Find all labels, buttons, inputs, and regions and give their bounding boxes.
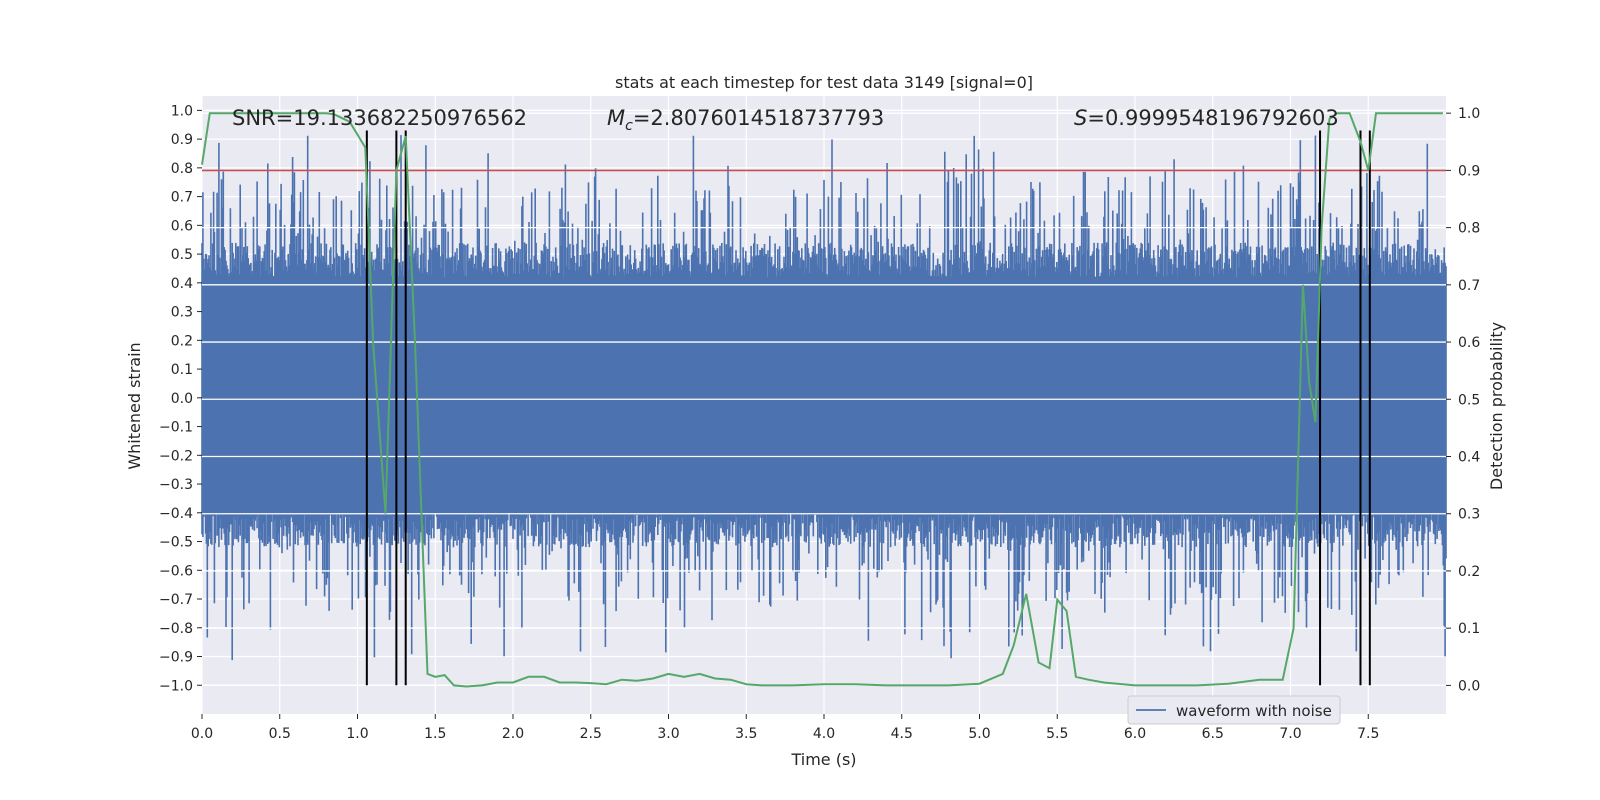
x-tick-label: 7.5 (1357, 726, 1379, 742)
legend: waveform with noise (1127, 695, 1341, 725)
y-tick-label: 0.4 (171, 276, 193, 292)
y2-tick-label: 0.1 (1458, 621, 1480, 637)
score-value: =0.9999548196792603 (1087, 106, 1338, 130)
y-tick-label: −0.2 (159, 448, 193, 464)
legend-box (1127, 695, 1341, 725)
y2-tick-label: 0.6 (1458, 335, 1480, 351)
legend-waveform-label: waveform with noise (1176, 702, 1332, 720)
y2-axis-label: Detection probability (1487, 322, 1506, 490)
snr-annotation: SNR=19.133682250976562 (232, 106, 527, 130)
x-tick-label: 4.5 (891, 726, 913, 742)
y-tick-label: 0.0 (171, 391, 193, 407)
chirp-mass-symbol: M (607, 106, 625, 130)
chart-title: stats at each timestep for test data 314… (615, 73, 1033, 92)
probability-line (201, 112, 1443, 688)
x-tick-label: 1.5 (424, 726, 446, 742)
y2-tick-label: 0.2 (1458, 564, 1480, 580)
y-tick-label: 0.6 (171, 218, 193, 234)
x-tick-label: 5.5 (1046, 726, 1068, 742)
x-tick-label: 5.0 (968, 726, 990, 742)
chirp-mass-value: =2.8076014518737793 (633, 106, 884, 130)
score-annotation: S=0.9999548196792603 (1074, 106, 1339, 130)
y-tick-label: 0.3 (171, 305, 193, 321)
y-axis-label: Whitened strain (125, 342, 144, 469)
x-tick-label: 0.5 (269, 726, 291, 742)
y-tick-label: 0.5 (171, 247, 193, 263)
y-tick-label: −0.6 (159, 563, 193, 579)
waveform-series (201, 135, 1447, 661)
x-tick-label: 2.0 (502, 726, 524, 742)
y2-tick-label: 0.5 (1458, 392, 1480, 408)
x-tick-label: 6.5 (1202, 726, 1224, 742)
x-tick-label: 1.0 (346, 726, 368, 742)
y-tick-label: −0.9 (159, 650, 193, 666)
y2-tick-label: 0.7 (1458, 278, 1480, 294)
y-tick-label: 1.0 (171, 103, 193, 119)
x-tick-label: 3.0 (657, 726, 679, 742)
x-tick-label: 0.0 (191, 726, 213, 742)
y-tick-label: 0.8 (171, 161, 193, 177)
y-tick-label: −0.5 (159, 535, 193, 551)
chirp-mass-annotation: Mc=2.8076014518737793 (607, 106, 884, 134)
waveform-core (202, 294, 1446, 496)
y-tick-label: 0.2 (171, 333, 193, 349)
y-tick-label: 0.9 (171, 132, 193, 148)
chirp-mass-subscript: c (625, 118, 633, 134)
y-tick-label: −0.4 (159, 506, 193, 522)
x-axis-label: Time (s) (790, 750, 856, 769)
x-tick-label: 2.5 (580, 726, 602, 742)
x-tick-label: 4.0 (813, 726, 835, 742)
y2-tick-label: 0.3 (1458, 507, 1480, 523)
y2-tick-label: 1.0 (1458, 106, 1480, 122)
y-tick-label: −0.8 (159, 621, 193, 637)
x-tick-label: 3.5 (735, 726, 757, 742)
x-tick-label: 6.0 (1124, 726, 1146, 742)
y2-tick-label: 0.9 (1458, 163, 1480, 179)
y2-tick-label: 0.8 (1458, 221, 1480, 237)
y-tick-label: −0.1 (159, 420, 193, 436)
x-tick-label: 7.0 (1279, 726, 1301, 742)
y-tick-label: 0.1 (171, 362, 193, 378)
overlay (201, 112, 1446, 688)
y-tick-label: −0.3 (159, 477, 193, 493)
axes: 0.0 0.5 1.0 1.5 2.0 2.5 3.0 3.5 4.0 4.5 5.0 5.5 6.0 6… (159, 103, 1480, 742)
y-tick-label: −1.0 (159, 678, 193, 694)
score-symbol: S (1074, 106, 1087, 130)
y-tick-label: 0.7 (171, 190, 193, 206)
y-tick-label: −0.7 (159, 592, 193, 608)
y2-tick-label: 0.4 (1458, 450, 1480, 466)
y2-tick-label: 0.0 (1458, 678, 1480, 694)
